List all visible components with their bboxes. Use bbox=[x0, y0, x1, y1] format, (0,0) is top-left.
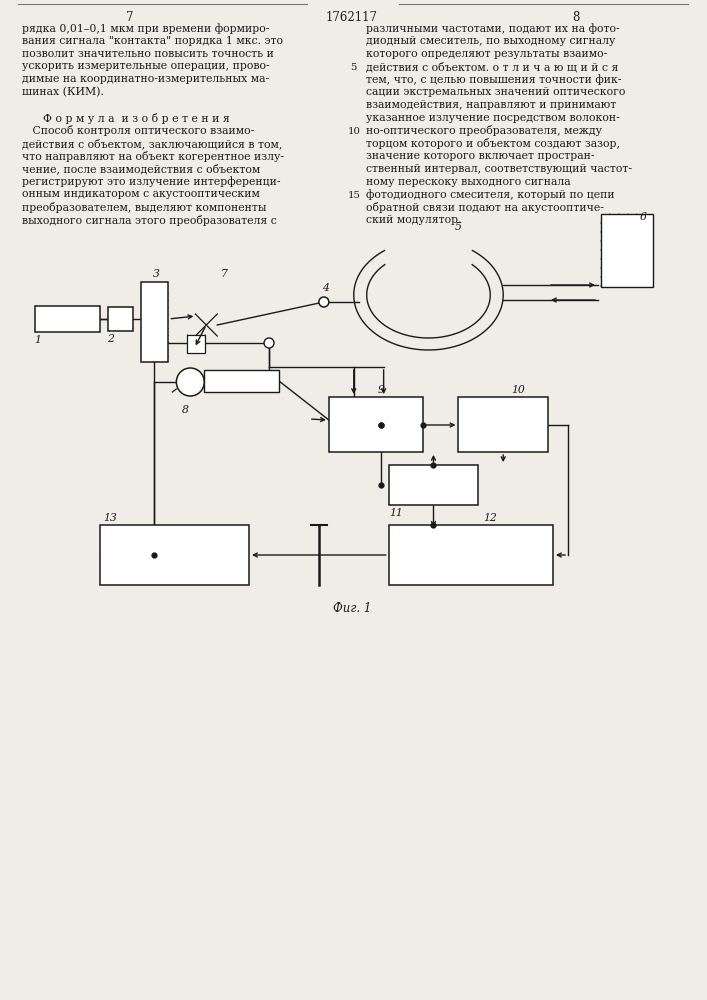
Text: вания сигнала "контакта" порядка 1 мкс. это: вания сигнала "контакта" порядка 1 мкс. … bbox=[22, 36, 283, 46]
Text: 2: 2 bbox=[107, 334, 114, 344]
Text: тем, что, с целью повышения точности фик-: тем, что, с целью повышения точности фик… bbox=[366, 74, 621, 85]
Text: обратной связи подают на акустооптиче-: обратной связи подают на акустооптиче- bbox=[366, 202, 604, 213]
Text: значение которого включает простран-: значение которого включает простран- bbox=[366, 151, 594, 161]
Text: 1762117: 1762117 bbox=[326, 11, 378, 24]
Text: 6: 6 bbox=[639, 212, 646, 222]
Text: 5: 5 bbox=[351, 63, 357, 72]
Text: шинах (КИМ).: шинах (КИМ). bbox=[22, 87, 104, 97]
Bar bbox=[458, 397, 548, 452]
Text: Ф о р м у л а  и з о б р е т е н и я: Ф о р м у л а и з о б р е т е н и я bbox=[22, 113, 230, 124]
Circle shape bbox=[176, 368, 204, 396]
Text: 13: 13 bbox=[103, 513, 117, 523]
Text: 10: 10 bbox=[347, 127, 360, 136]
Text: Способ контроля оптического взаимо-: Способ контроля оптического взаимо- bbox=[22, 125, 255, 136]
Text: различными частотами, подают их на фото-: различными частотами, подают их на фото- bbox=[366, 23, 619, 34]
Circle shape bbox=[264, 338, 274, 348]
Text: 1: 1 bbox=[35, 335, 41, 345]
Text: 11: 11 bbox=[390, 508, 404, 518]
Bar bbox=[35, 306, 100, 332]
Text: Фиг. 1: Фиг. 1 bbox=[332, 602, 371, 615]
Text: 10: 10 bbox=[511, 385, 525, 395]
Text: что направляют на объект когерентное излу-: что направляют на объект когерентное изл… bbox=[22, 151, 284, 162]
Bar bbox=[141, 282, 168, 362]
Bar bbox=[389, 525, 553, 585]
Text: позволит значительно повысить точность и: позволит значительно повысить точность и bbox=[22, 49, 274, 59]
Text: преобразователем, выделяют компоненты: преобразователем, выделяют компоненты bbox=[22, 202, 267, 213]
Text: 15: 15 bbox=[347, 191, 360, 200]
Text: 12: 12 bbox=[484, 513, 497, 523]
Text: фотодиодного смесителя, который по цепи: фотодиодного смесителя, который по цепи bbox=[366, 189, 614, 200]
Text: действия с объектом. о т л и ч а ю щ и й с я: действия с объектом. о т л и ч а ю щ и й… bbox=[366, 61, 618, 72]
Text: взаимодействия, направляют и принимают: взаимодействия, направляют и принимают bbox=[366, 100, 616, 110]
Text: действия с объектом, заключающийся в том,: действия с объектом, заключающийся в том… bbox=[22, 138, 282, 149]
Text: но-оптического преобразователя, между: но-оптического преобразователя, между bbox=[366, 125, 602, 136]
Text: 3: 3 bbox=[153, 269, 160, 279]
Bar bbox=[601, 214, 653, 287]
Text: ускорить измерительные операции, прово-: ускорить измерительные операции, прово- bbox=[22, 61, 269, 71]
Text: ский модулятор.: ский модулятор. bbox=[366, 215, 461, 225]
Circle shape bbox=[319, 297, 329, 307]
Text: выходного сигнала этого преобразователя с: выходного сигнала этого преобразователя … bbox=[22, 215, 276, 226]
Text: рядка 0,01–0,1 мкм при времени формиро-: рядка 0,01–0,1 мкм при времени формиро- bbox=[22, 23, 269, 34]
Text: 8: 8 bbox=[182, 405, 189, 415]
Bar bbox=[204, 370, 279, 392]
Text: 8: 8 bbox=[572, 11, 580, 24]
Text: 5: 5 bbox=[455, 222, 462, 232]
Text: сации экстремальных значений оптического: сации экстремальных значений оптического bbox=[366, 87, 625, 97]
Text: 9: 9 bbox=[378, 385, 384, 395]
Bar bbox=[187, 335, 205, 353]
Bar bbox=[329, 397, 423, 452]
Text: указанное излучение посредством волокон-: указанное излучение посредством волокон- bbox=[366, 113, 619, 123]
Text: 7: 7 bbox=[221, 269, 228, 279]
Text: ственный интервал, соответствующий частот-: ственный интервал, соответствующий часто… bbox=[366, 164, 631, 174]
Text: димые на координатно-измерительных ма-: димые на координатно-измерительных ма- bbox=[22, 74, 269, 84]
Text: 7: 7 bbox=[126, 11, 134, 24]
Bar bbox=[107, 307, 132, 331]
Text: онным индикатором с акустооптическим: онным индикатором с акустооптическим bbox=[22, 189, 259, 199]
Bar bbox=[389, 465, 479, 505]
Text: торцом которого и объектом создают зазор,: торцом которого и объектом создают зазор… bbox=[366, 138, 620, 149]
Text: которого определяют результаты взаимо-: которого определяют результаты взаимо- bbox=[366, 49, 607, 59]
Text: ному перескоку выходного сигнала: ному перескоку выходного сигнала bbox=[366, 177, 571, 187]
Bar bbox=[100, 525, 249, 585]
Text: диодный смеситель, по выходному сигналу: диодный смеситель, по выходному сигналу bbox=[366, 36, 615, 46]
Text: регистрируют это излучение интерференци-: регистрируют это излучение интерференци- bbox=[22, 177, 281, 187]
Text: чение, после взаимодействия с объектом: чение, после взаимодействия с объектом bbox=[22, 164, 260, 175]
Text: 4: 4 bbox=[322, 283, 329, 293]
